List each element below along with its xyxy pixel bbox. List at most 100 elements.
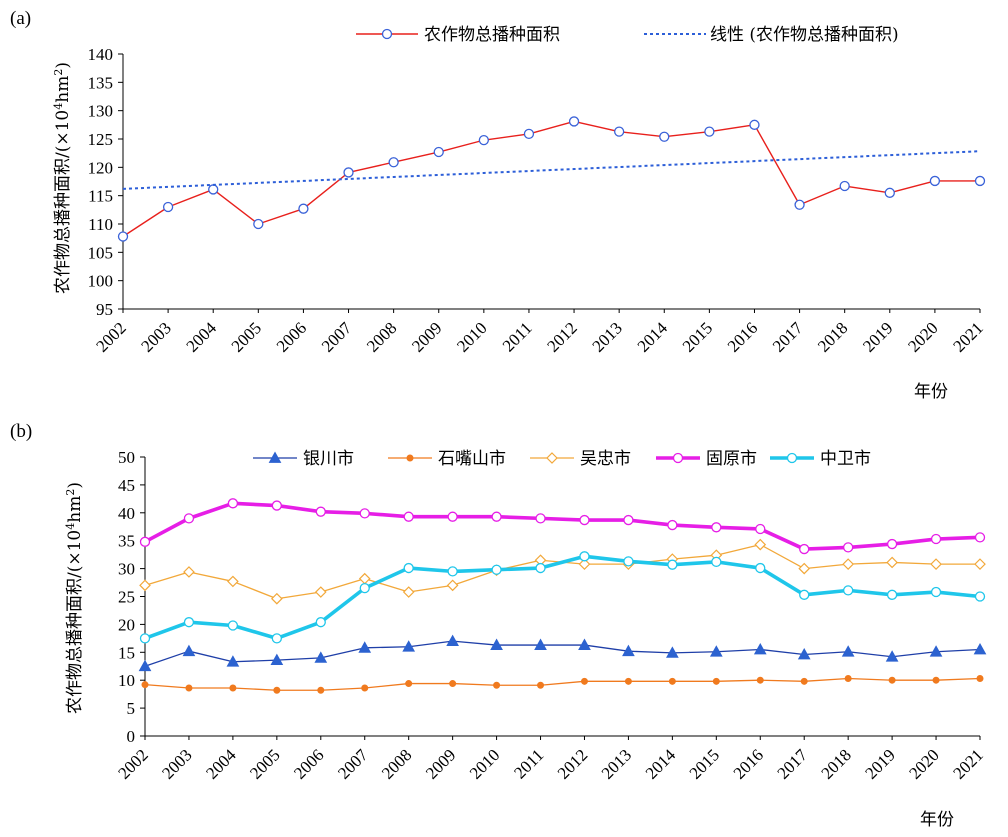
data-point [974,591,986,602]
data-point [578,558,591,570]
legend-label: 石嘴山市 [438,449,506,469]
x-tick-label: 2016 [730,745,767,782]
panel-a-x-axis-label: 年份 [914,382,948,402]
data-point [446,579,459,592]
y-tick-label: 40 [118,504,135,523]
legend-a-total-marker [381,28,393,40]
data-point [930,586,942,598]
x-tick-label: 2011 [499,318,536,355]
x-tick-label: 2005 [246,745,283,782]
panel-b-x-ticks: 2002 2003 2004 2005 2006 2007 2008 2009 2010 2011… [114,736,987,783]
data-point [270,653,284,666]
data-point [141,681,149,689]
data-point [885,650,899,662]
data-point [358,572,371,585]
data-point [534,638,547,650]
data-point [672,452,684,464]
x-tick-label: 2013 [598,745,635,782]
y-tick-label: 140 [88,45,114,64]
panel-b-series [138,498,987,694]
data-point [711,522,722,533]
y-tick-label: 120 [88,158,114,177]
data-point [229,684,237,692]
x-tick-label: 2004 [183,318,221,356]
data-point [273,686,281,694]
data-point [974,175,986,187]
data-point [523,128,535,140]
data-point [841,645,855,657]
series-line [144,677,981,691]
data-point [446,634,459,647]
y-tick-label: 95 [96,300,113,319]
series-line [144,501,981,551]
y-tick-label: 25 [118,588,135,607]
data-point [667,559,678,570]
data-point [403,562,414,574]
data-point [843,585,854,596]
x-tick-label: 2012 [543,318,580,355]
data-point [929,175,941,187]
legend-a-trend-label: 线性 (农作物总播种面积) [710,25,899,45]
y-tick-label: 20 [118,615,135,634]
legend-label: 固原市 [706,449,757,469]
data-point [704,126,715,137]
data-point [253,218,264,230]
data-point [139,579,151,592]
data-point [886,589,898,600]
x-tick-label: 2005 [228,318,265,355]
data-point [359,582,370,594]
data-point [797,648,811,660]
data-point [624,677,632,685]
series-line [122,150,981,190]
data-point [447,511,458,522]
data-point [139,536,151,547]
data-point [622,644,635,657]
x-tick-label: 2020 [905,745,942,782]
data-point [490,638,503,650]
series-线性 (农作物总播种面积) [122,150,981,190]
data-point [800,677,808,685]
data-point [433,146,444,158]
data-point [226,655,240,667]
data-point [361,684,369,692]
x-tick-label: 2018 [818,745,855,782]
data-point [623,556,634,567]
x-tick-label: 2006 [273,318,310,355]
x-tick-label: 2008 [363,318,400,355]
series-line [122,120,980,238]
y-tick-label: 130 [88,102,114,121]
data-point [227,620,239,631]
x-tick-label: 2010 [453,318,490,355]
data-point [315,506,326,517]
data-point [182,644,196,657]
data-point [117,231,129,242]
data-point [755,523,766,535]
x-tick-label: 2008 [378,745,415,782]
x-tick-label: 2019 [859,318,896,355]
y-tick-label: 10 [118,671,135,690]
data-point [976,675,984,683]
data-point [183,617,195,628]
x-tick-label: 2002 [92,318,129,355]
data-point [405,680,413,688]
y-tick-label: 100 [88,272,114,291]
x-tick-label: 2013 [589,318,626,355]
legend-label: 中卫市 [820,449,871,469]
data-point [753,642,767,655]
data-point [579,514,590,526]
data-point [755,562,766,574]
data-point [388,157,399,168]
data-point [491,564,502,575]
data-point [974,532,986,543]
panel-a-x-ticks: 2002 2003 2004 2005 2006 2007 2008 2009 2010 2011… [92,309,987,356]
data-point [839,180,850,192]
x-tick-label: 2017 [774,745,812,783]
x-tick-label: 2015 [686,745,723,782]
data-point [749,119,760,130]
series-固原市 [139,498,986,555]
data-point [798,562,811,575]
x-tick-label: 2002 [114,745,151,782]
data-point [578,638,591,650]
